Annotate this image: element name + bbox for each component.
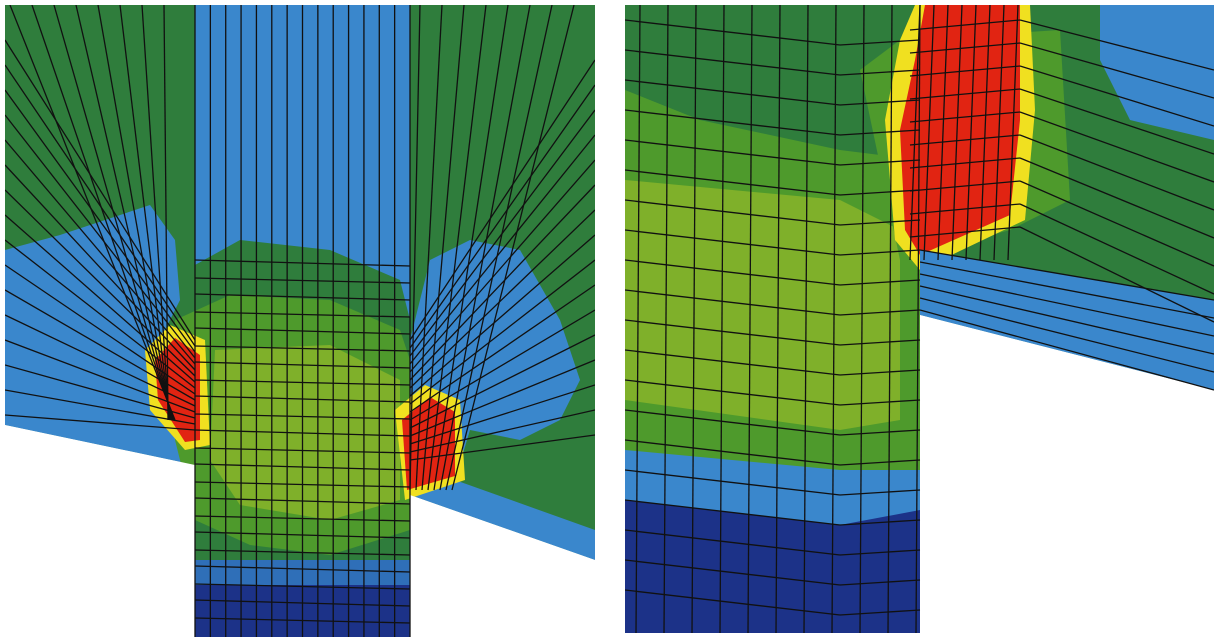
right-panel bbox=[625, 5, 1214, 633]
left-panel bbox=[5, 5, 595, 641]
page: (() => { const data = JSON.parse(documen… bbox=[0, 0, 1214, 641]
figure bbox=[0, 0, 1214, 641]
